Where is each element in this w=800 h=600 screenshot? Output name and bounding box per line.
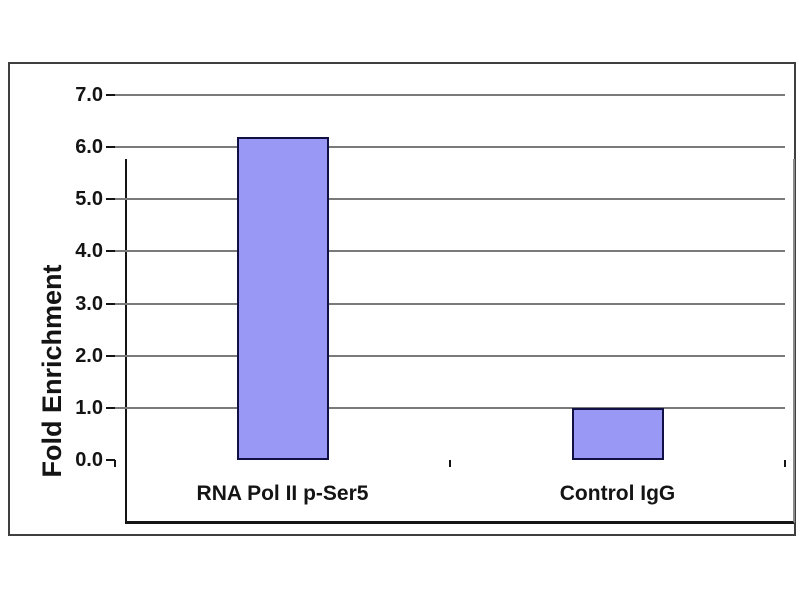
x-axis-tick	[449, 460, 451, 467]
y-axis-tick	[106, 146, 115, 149]
x-axis-tick	[784, 460, 786, 467]
y-axis-tick-label: 0.0	[75, 449, 103, 471]
gridline	[115, 250, 785, 253]
y-axis-tick	[106, 302, 115, 305]
gridline	[115, 406, 785, 409]
y-axis-tick	[106, 250, 115, 253]
y-axis-tick	[106, 354, 115, 357]
y-axis-title: Fold Enrichment	[37, 264, 67, 478]
y-axis-tick-label: 4.0	[75, 240, 103, 263]
x-axis-category-label: Control IgG	[559, 482, 676, 505]
y-axis-tick	[106, 459, 115, 461]
y-axis-tick-label: 5.0	[75, 188, 103, 211]
y-axis-tick-label: 6.0	[75, 136, 103, 159]
y-axis-tick-label: 1.0	[75, 396, 103, 419]
chart-outer-frame: Fold Enrichment	[8, 62, 796, 536]
x-axis-category-label: RNA Pol II p-Ser5	[196, 482, 369, 505]
gridline	[115, 302, 785, 305]
x-axis-tick	[114, 460, 116, 467]
gridline	[115, 198, 785, 201]
y-axis-tick-label: 7.0	[75, 84, 103, 106]
gridline	[115, 146, 785, 149]
y-axis-tick-label: 3.0	[75, 292, 103, 315]
y-axis-tick	[106, 94, 115, 96]
gridline	[115, 94, 785, 96]
gridline	[115, 354, 785, 357]
y-axis-tick	[106, 198, 115, 201]
bar-1	[236, 136, 329, 460]
y-axis-tick-label: 2.0	[75, 344, 103, 367]
y-axis-tick	[106, 406, 115, 409]
plot-area	[125, 159, 795, 524]
bar-2	[571, 407, 664, 460]
